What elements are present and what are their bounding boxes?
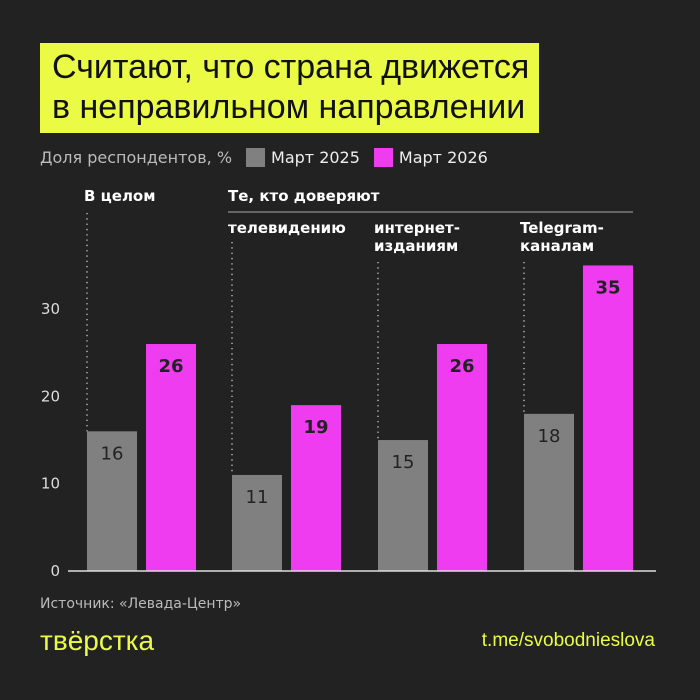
y-axis-label: Доля респондентов, %: [40, 148, 233, 167]
y-tick-label: 30: [41, 300, 60, 318]
channel-link[interactable]: t.me/svobodnieslova: [481, 630, 655, 651]
chart-title: Считают, что страна движется в неправиль…: [40, 43, 540, 133]
bar: [146, 344, 196, 571]
group-header-trust: Те, кто доверяют: [228, 187, 380, 205]
bar-value-label: 19: [303, 417, 328, 438]
bar: [232, 474, 282, 571]
bar-value-label: 15: [392, 452, 415, 473]
bar: [437, 344, 487, 571]
bar-value-label: 26: [158, 356, 183, 377]
group-header-overall: В целом: [84, 187, 156, 205]
legend-label-2026: Март 2026: [398, 148, 488, 167]
category-label: интернет-: [374, 219, 460, 237]
bar: [524, 413, 574, 571]
bar-value-label: 18: [538, 426, 561, 447]
y-tick-label: 0: [50, 562, 60, 580]
legend: Доля респондентов, % Март 2025 Март 2026: [40, 148, 488, 167]
y-tick-label: 20: [41, 387, 60, 405]
bar: [583, 265, 633, 571]
title-line: Считают, что страна движется: [52, 48, 530, 86]
bar-value-label: 26: [449, 356, 474, 377]
bar: [291, 405, 341, 571]
title-line: в неправильном направлении: [52, 88, 526, 126]
bar-value-label: 16: [101, 443, 124, 464]
bar: [87, 431, 137, 571]
category-label: Telegram-: [520, 219, 604, 237]
source-note: Источник: «Левада-Центр»: [40, 596, 242, 612]
logo: твёрстка: [40, 625, 155, 656]
category-label: каналам: [520, 237, 594, 255]
bar-value-label: 35: [595, 277, 620, 298]
category-label: телевидению: [228, 219, 346, 237]
bar: [378, 440, 428, 571]
category-label: изданиям: [374, 237, 458, 255]
legend-swatch-2026: [373, 148, 393, 167]
legend-swatch-2025: [246, 148, 266, 167]
legend-label-2025: Март 2025: [271, 148, 360, 167]
bar-value-label: 11: [246, 487, 269, 508]
y-tick-label: 10: [41, 475, 60, 493]
